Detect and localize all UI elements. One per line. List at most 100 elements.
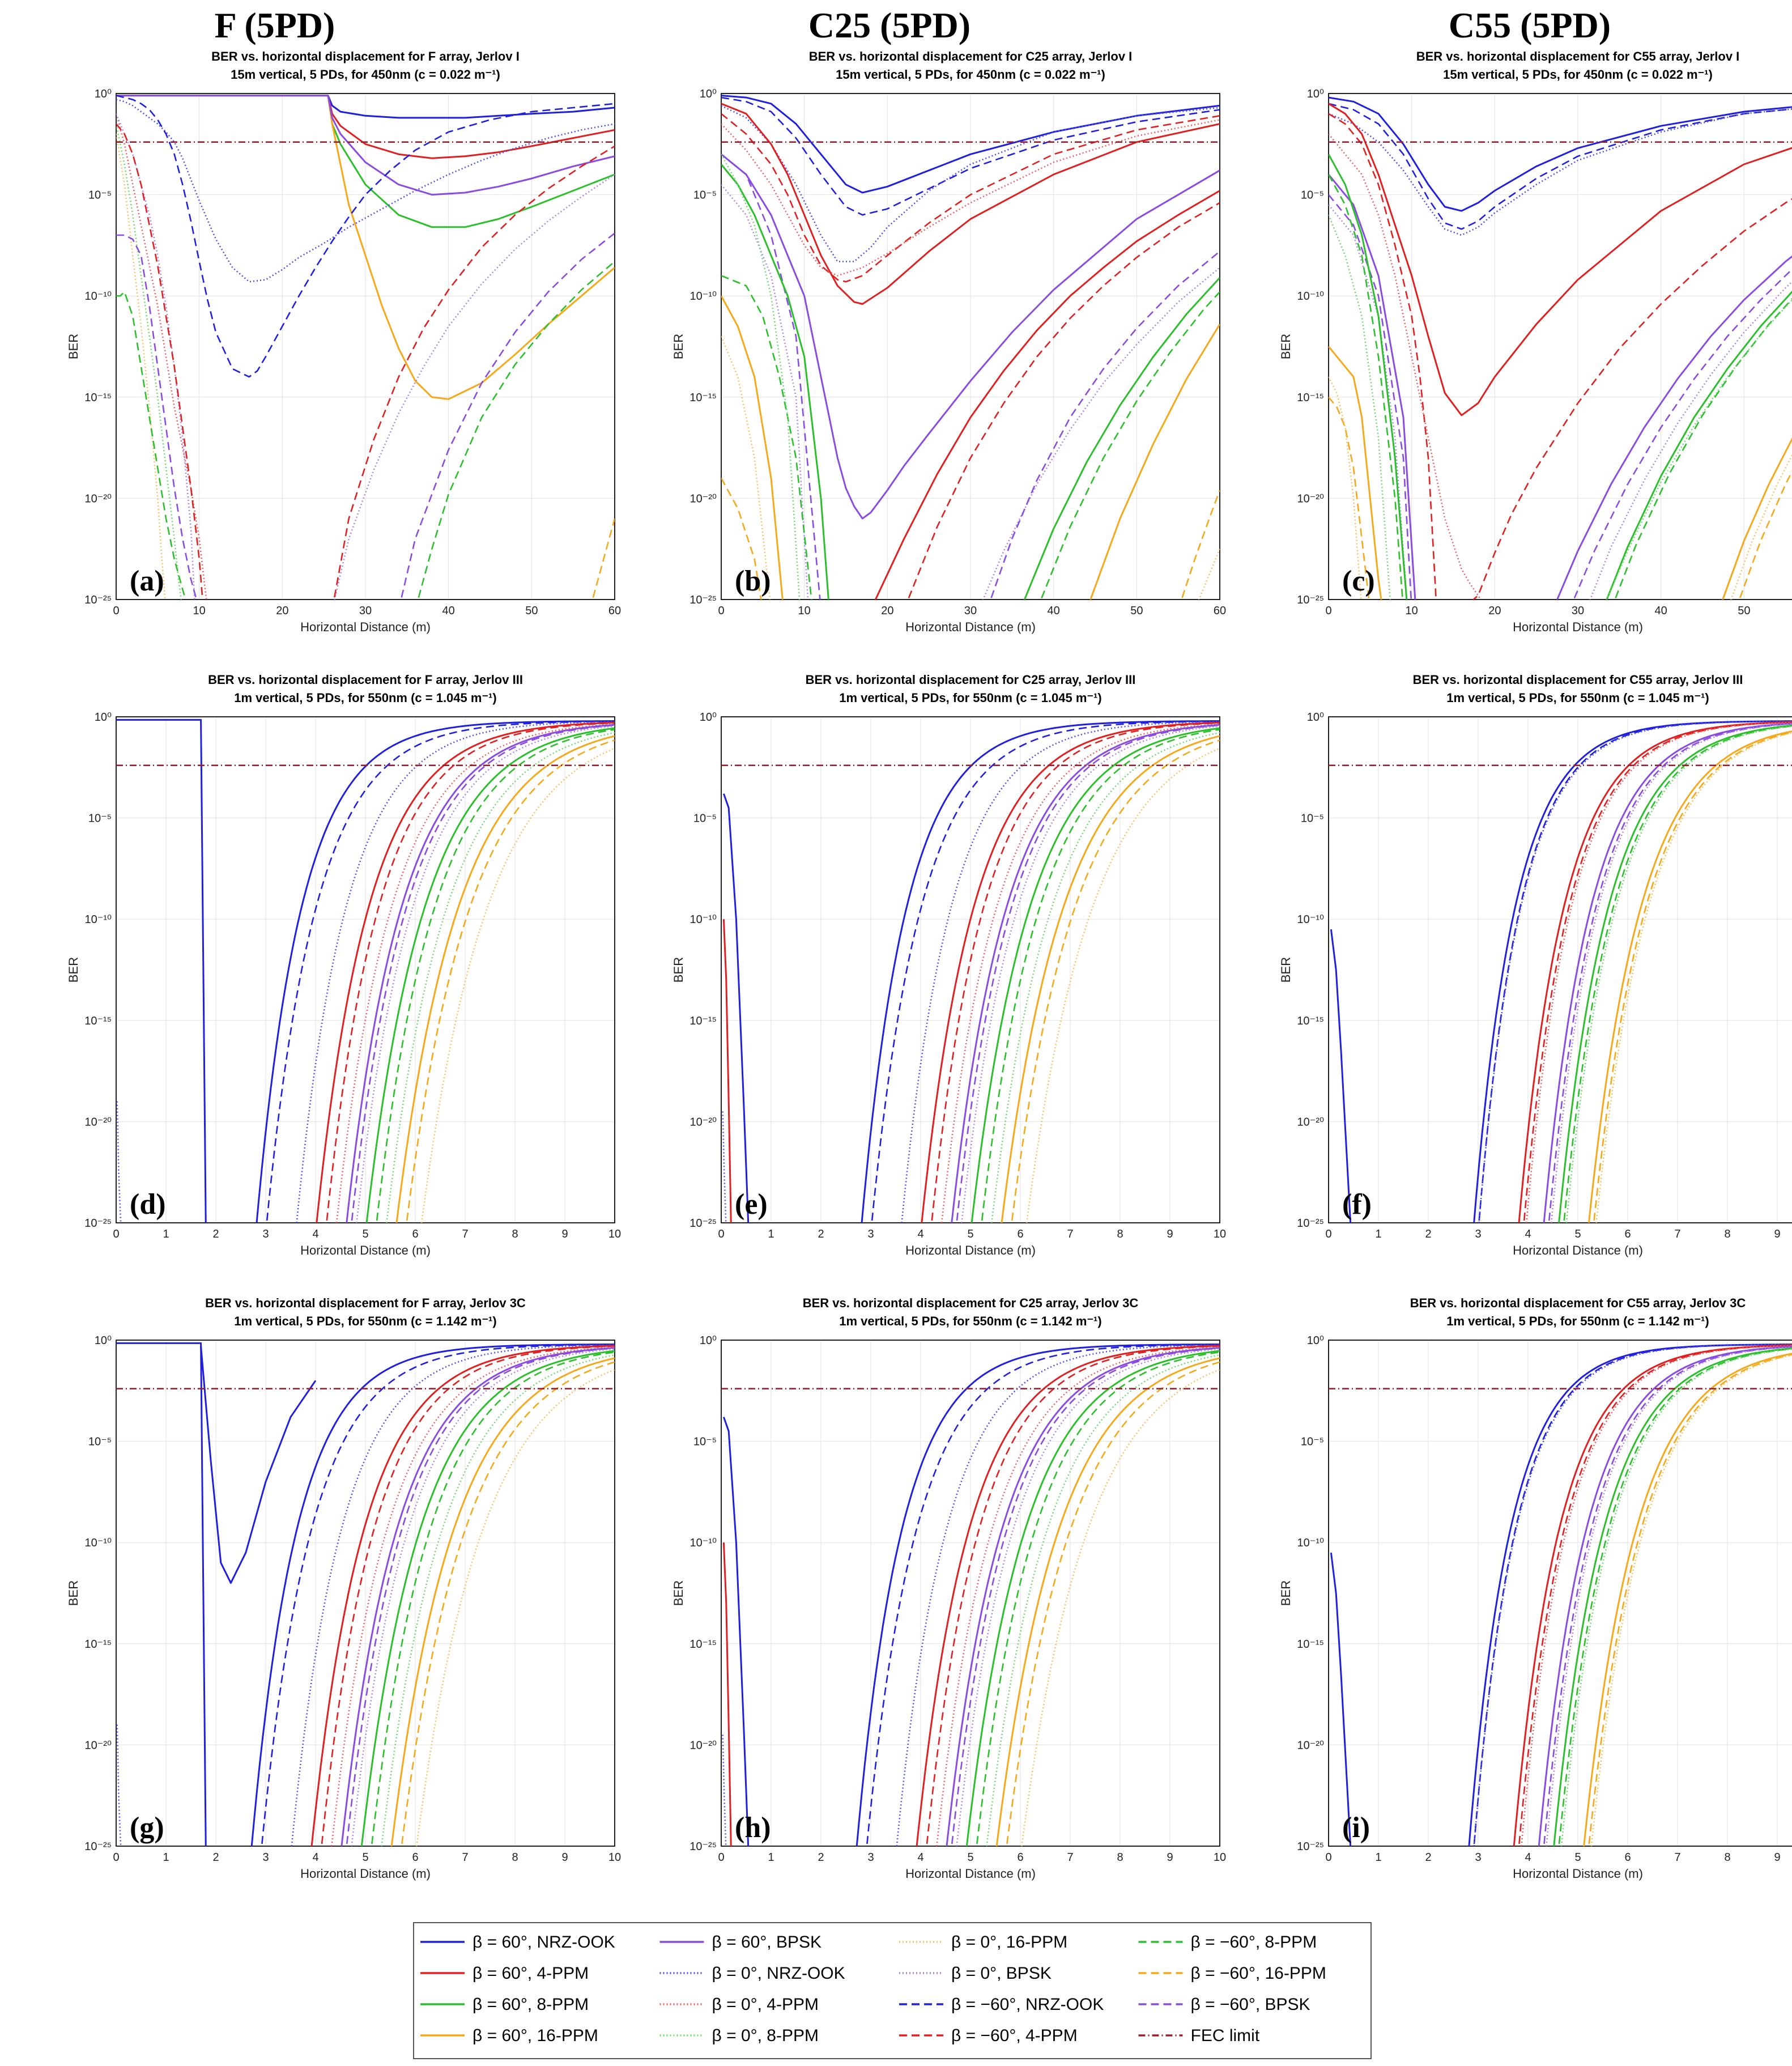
y-tick-label: 10⁻²⁰ (1297, 1739, 1324, 1752)
x-tick-label: 9 (1774, 1228, 1780, 1240)
series-line (721, 154, 821, 600)
y-tick-label: 10⁰ (700, 1334, 717, 1347)
series-line (722, 1417, 750, 1846)
y-tick-label: 10⁰ (95, 88, 112, 100)
series-line (116, 1342, 207, 1846)
series-line (1558, 724, 1792, 1223)
x-tick-label: 0 (113, 1228, 119, 1240)
x-tick-label: 5 (362, 1851, 368, 1864)
series-line (931, 722, 1220, 1223)
series-line (921, 721, 1220, 1223)
legend-entry: β = 60°, NRZ-OOK (473, 1933, 615, 1952)
y-tick-label: 10⁻⁵ (693, 813, 717, 825)
series-line (1329, 113, 1437, 600)
y-tick-label: 10⁻²⁰ (1297, 1116, 1324, 1128)
y-tick-label: 10⁰ (700, 711, 717, 724)
x-tick-label: 7 (1067, 1228, 1073, 1240)
series-line (321, 1345, 615, 1846)
legend-entry: β = 0°, 8-PPM (712, 2026, 819, 2045)
panel-title: BER vs. horizontal displacement for C25 … (809, 49, 1133, 63)
legend-entry: β = −60°, 8-PPM (1191, 1933, 1317, 1952)
legend-entry: β = 60°, 16-PPM (473, 2026, 598, 2045)
x-tick-label: 6 (412, 1851, 418, 1864)
series-line (1556, 255, 1792, 600)
panel-label: (b) (735, 565, 771, 597)
legend-entry: β = 0°, 4-PPM (712, 1995, 819, 2014)
series-line (371, 1351, 615, 1846)
y-tick-label: 10⁻¹⁵ (84, 392, 112, 404)
y-axis-label: BER (66, 334, 80, 359)
panel-subtitle: 15m vertical, 5 PDs, for 450nm (c = 0.02… (836, 67, 1105, 82)
series-line (961, 725, 1220, 1223)
panel-a: BER vs. horizontal displacement for F ar… (66, 49, 621, 634)
series-line (1472, 198, 1792, 600)
legend: β = 60°, NRZ-OOK β = 60°, 4-PPM β = 60°, 8… (413, 1922, 1372, 2059)
panel-g: BER vs. horizontal displacement for F ar… (66, 1296, 621, 1881)
panel-subtitle: 1m vertical, 5 PDs, for 550nm (c = 1.045… (1446, 691, 1709, 705)
series-line (333, 145, 615, 600)
y-tick-label: 10⁻⁵ (88, 813, 112, 825)
series-line (1573, 268, 1792, 600)
x-tick-label: 1 (768, 1851, 774, 1864)
series-line (1589, 280, 1792, 600)
x-tick-label: 3 (1475, 1851, 1481, 1864)
y-tick-label: 10⁻¹⁰ (1297, 1537, 1324, 1549)
y-axis-label: BER (671, 957, 686, 983)
y-tick-label: 10⁻¹⁵ (84, 1638, 112, 1651)
series-line (901, 721, 1220, 1223)
y-tick-label: 10⁻¹⁰ (1297, 913, 1324, 926)
series-line (1181, 490, 1220, 600)
series-line (981, 729, 1220, 1223)
panel-title: BER vs. horizontal displacement for C55 … (1416, 49, 1740, 63)
series-line (331, 1346, 615, 1846)
series-line (1329, 173, 1416, 600)
x-tick-label: 7 (1674, 1851, 1680, 1864)
series-line (316, 721, 615, 1223)
series-line (416, 1368, 615, 1846)
series-line (946, 1347, 1220, 1846)
series-line (721, 275, 812, 600)
x-tick-label: 1 (163, 1851, 169, 1864)
y-tick-label: 10⁻¹⁰ (690, 290, 717, 303)
y-tick-label: 10⁻¹⁵ (1297, 392, 1324, 404)
y-tick-label: 10⁻²⁰ (690, 1739, 717, 1752)
x-tick-label: 9 (1774, 1851, 1780, 1864)
series-line (116, 99, 615, 283)
series-line (722, 1542, 732, 1846)
x-tick-label: 4 (917, 1851, 923, 1864)
x-tick-label: 8 (1117, 1851, 1123, 1864)
series-line (995, 1357, 1220, 1846)
series-line (1590, 1354, 1792, 1846)
x-tick-label: 40 (1048, 605, 1060, 617)
series-line (1593, 732, 1792, 1223)
y-tick-label: 10⁰ (700, 88, 717, 100)
x-tick-label: 9 (561, 1228, 568, 1240)
series-line (1518, 1344, 1792, 1846)
series-line (116, 123, 203, 600)
x-tick-label: 5 (967, 1228, 973, 1240)
series-line (976, 1351, 1220, 1846)
series-line (1329, 108, 1792, 236)
x-tick-label: 50 (1130, 605, 1143, 617)
panel-title: BER vs. horizontal displacement for C25 … (806, 673, 1136, 687)
x-tick-label: 4 (1525, 1228, 1531, 1240)
x-tick-label: 50 (525, 605, 538, 617)
series-line (721, 184, 809, 600)
series-line (721, 336, 771, 600)
y-axis-label: BER (66, 1580, 80, 1606)
panel-subtitle: 1m vertical, 5 PDs, for 550nm (c = 1.142… (839, 1314, 1101, 1328)
legend-entry: β = 0°, BPSK (951, 1964, 1052, 1983)
y-tick-label: 10⁻⁵ (1301, 1436, 1324, 1448)
series-line (400, 232, 615, 600)
series-line (1330, 1552, 1352, 1846)
x-tick-label: 10 (193, 605, 206, 617)
series-line (721, 96, 1220, 216)
column-header-c25: C25 (5PD) (808, 5, 971, 45)
plot-area (1328, 716, 1792, 1223)
series-line (310, 1345, 615, 1846)
series-line (1588, 1354, 1792, 1846)
x-axis-label: Horizontal Distance (m) (300, 1867, 431, 1881)
y-tick-label: 10⁰ (1307, 711, 1324, 724)
series-line (1329, 103, 1792, 416)
y-tick-label: 10⁻²⁰ (85, 1116, 112, 1128)
